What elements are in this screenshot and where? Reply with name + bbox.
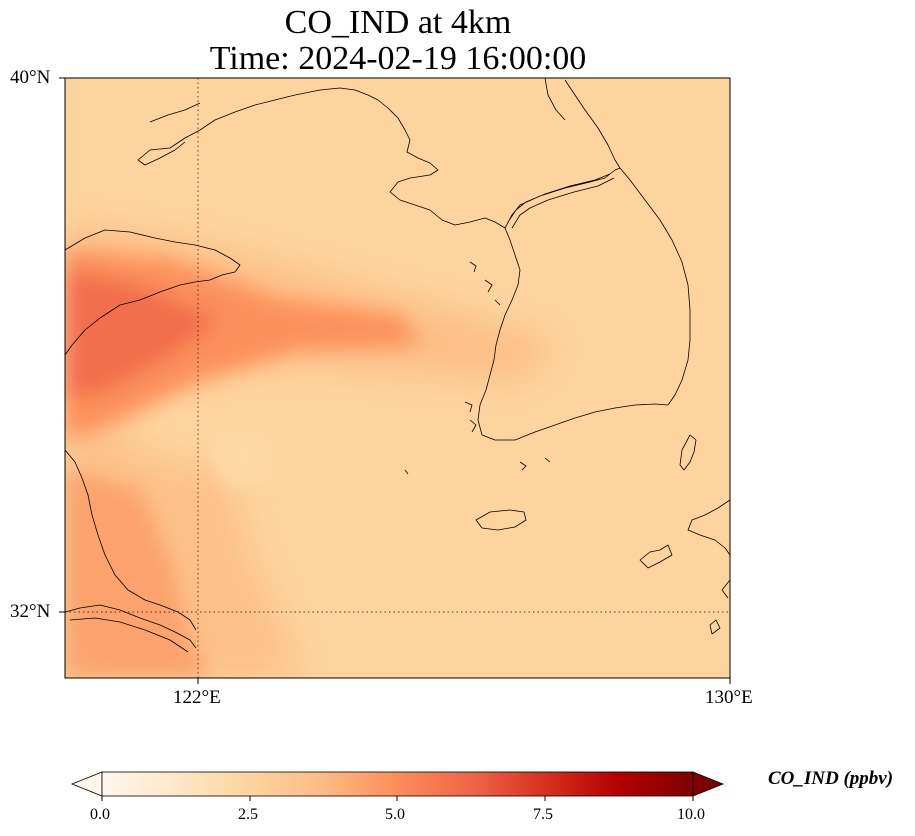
colorbar-tick-label: 0.0 — [90, 806, 110, 823]
lon-tick-label-130: 130°E — [705, 687, 753, 708]
coastline-korea-north — [564, 79, 621, 169]
lat-tick-label-32: 32°N — [10, 601, 51, 622]
tsushima-island — [679, 434, 697, 471]
colorbar-extend-min — [70, 771, 103, 797]
coastline-jiangsu — [65, 449, 197, 631]
coastline-korea-west — [477, 227, 669, 441]
coastline-korea-border — [504, 167, 621, 229]
coastline-korea-east — [619, 167, 691, 406]
colorbar-tick-label: 10.0 — [677, 806, 705, 823]
coastlines — [65, 78, 730, 653]
colorbar-tick-label: 7.5 — [533, 806, 553, 823]
concentration-field — [65, 78, 730, 678]
jeju-island — [475, 509, 527, 531]
axis-ticks — [59, 77, 731, 684]
colorbar-label: CO_IND (ppbv) — [768, 768, 894, 789]
colorbar-tick-label: 2.5 — [238, 806, 258, 823]
coastline-northern-peninsula — [544, 78, 566, 121]
coastline-liaodong — [137, 87, 506, 229]
gridlines — [65, 78, 730, 678]
coastline-bohai-west — [137, 102, 201, 166]
lat-tick-label-40: 40°N — [10, 67, 51, 88]
islands-sw-korea — [404, 401, 721, 635]
islands-west-korea — [469, 261, 501, 306]
plume-core — [65, 250, 420, 678]
coastline-shandong — [65, 229, 241, 356]
colorbar-extend-max — [692, 771, 725, 797]
lon-tick-label-122: 122°E — [173, 687, 221, 708]
islands-goto — [639, 544, 673, 569]
coastline-yangtze — [65, 604, 197, 653]
colorbar — [70, 771, 725, 801]
colorbar-gradient — [101, 771, 694, 797]
colorbar-tick-label: 5.0 — [385, 806, 405, 823]
map-subtitle-time: Time: 2024-02-19 16:00:00 — [209, 40, 587, 77]
coastline-japan-kyushu — [687, 499, 730, 599]
map-title: CO_IND at 4km — [284, 4, 512, 41]
map-frame — [64, 77, 731, 679]
